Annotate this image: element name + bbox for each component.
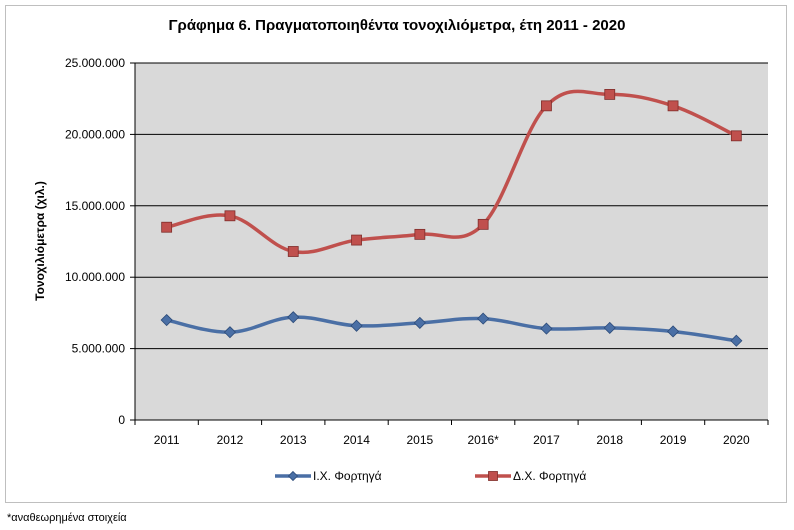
footnote: *αναθεωρημένα στοιχεία xyxy=(7,512,127,524)
data-point xyxy=(160,313,173,327)
legend: Ι.Χ. Φορτηγά Δ.Χ. Φορτηγά xyxy=(275,469,586,483)
x-tick-label: 2019 xyxy=(660,433,687,447)
data-point xyxy=(666,325,680,338)
y-tick-label: 25.000.000 xyxy=(65,56,125,70)
data-point xyxy=(541,100,552,112)
data-point xyxy=(730,130,742,142)
data-point xyxy=(351,234,362,246)
data-point xyxy=(477,312,490,325)
x-tick-label: 2012 xyxy=(217,433,244,447)
y-tick-label: 5.000.000 xyxy=(72,342,126,356)
x-tick-label: 2020 xyxy=(723,433,750,447)
data-point xyxy=(604,89,616,100)
x-axis-ticks: 2011 2012 2013 2014 2015 2016* 2017 2018 2019 202… xyxy=(134,420,769,447)
y-axis-ticks: 0 5.000.000 10.000.000 15.000.000 20.000.000… xyxy=(65,56,135,427)
data-point xyxy=(414,228,426,240)
data-point xyxy=(223,326,237,339)
data-point xyxy=(730,334,743,347)
data-point xyxy=(224,210,236,222)
series-line xyxy=(166,89,738,255)
data-point xyxy=(287,311,300,324)
legend-swatch-marker xyxy=(287,470,299,482)
series-line xyxy=(166,315,737,343)
y-tick-label: 20.000.000 xyxy=(65,127,125,141)
plot-area xyxy=(135,63,768,420)
legend-label: Δ.Χ. Φορτηγά xyxy=(513,469,586,483)
legend-swatch-marker xyxy=(488,471,498,481)
x-tick-label: 2013 xyxy=(280,433,307,447)
data-point xyxy=(540,322,553,335)
x-tick-label: 2018 xyxy=(596,433,623,447)
data-point xyxy=(350,319,363,332)
data-point xyxy=(287,246,299,257)
data-point xyxy=(413,316,426,329)
x-tick-label: 2017 xyxy=(533,433,560,447)
data-point xyxy=(477,218,489,230)
x-tick-label: 2014 xyxy=(343,433,370,447)
x-tick-label: 2011 xyxy=(154,433,180,447)
y-tick-label: 0 xyxy=(118,413,125,427)
y-tick-label: 10.000.000 xyxy=(65,270,125,284)
chart-title: Γράφημα 6. Πραγματοποιηθέντα τονοχιλιόμε… xyxy=(168,17,626,34)
data-point xyxy=(603,321,616,334)
series-group xyxy=(160,89,743,347)
data-point xyxy=(161,221,173,233)
legend-label: Ι.Χ. Φορτηγά xyxy=(313,469,382,483)
y-axis-label: Τονοχιλιόμετρα (χιλ.) xyxy=(33,181,47,301)
x-tick-label: 2015 xyxy=(406,433,433,447)
data-point xyxy=(667,100,679,112)
x-tick-label: 2016* xyxy=(467,433,499,447)
y-tick-label: 15.000.000 xyxy=(65,199,125,213)
